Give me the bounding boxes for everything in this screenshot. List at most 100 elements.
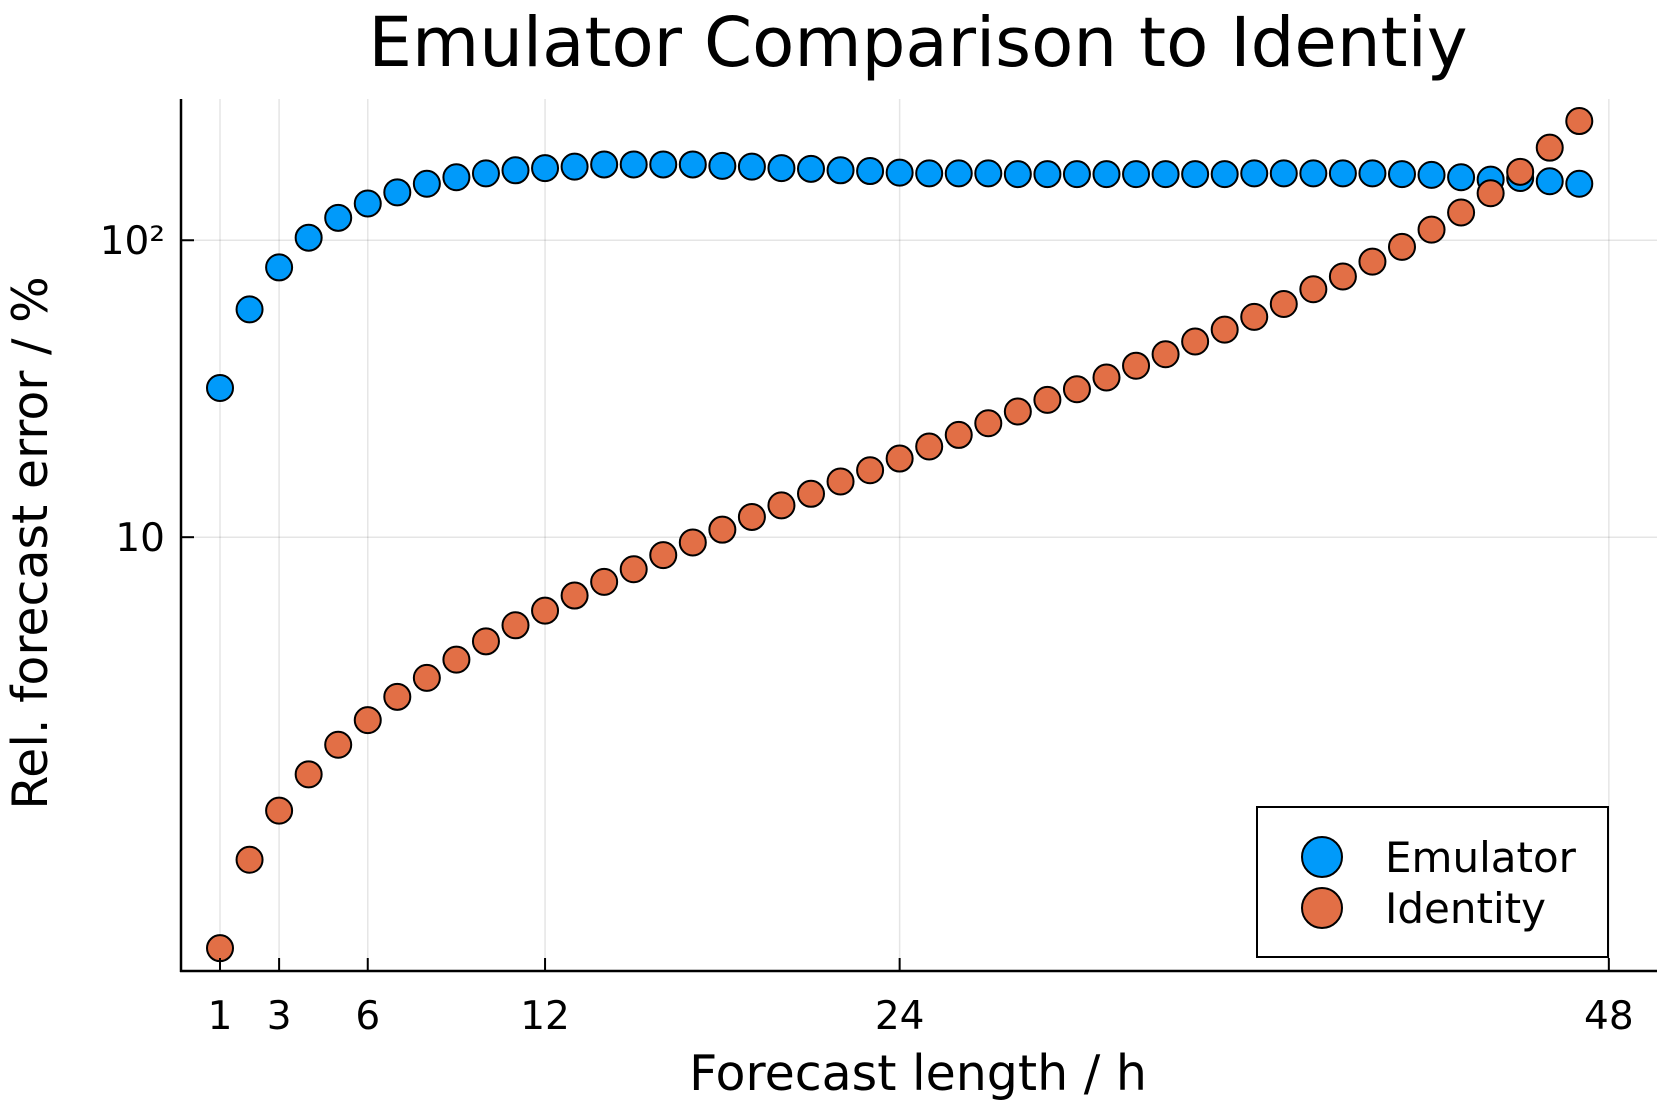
point-identity [796, 479, 825, 508]
point-emulator [737, 152, 766, 181]
point-emulator [353, 189, 382, 218]
legend-label-identity: Identity [1385, 884, 1546, 933]
point-emulator [649, 150, 678, 179]
point-emulator [560, 152, 589, 181]
point-emulator [1447, 163, 1476, 192]
point-identity [856, 456, 885, 485]
point-identity [974, 409, 1003, 438]
point-emulator [1358, 159, 1387, 188]
point-emulator [1092, 160, 1121, 189]
point-emulator [501, 156, 530, 185]
y-axis-label: Rel. forecast error / % [2, 276, 59, 809]
point-emulator [1003, 160, 1032, 189]
point-emulator [856, 157, 885, 186]
point-identity [1387, 232, 1416, 261]
legend-box [1256, 806, 1609, 958]
point-identity [1122, 351, 1151, 380]
point-identity [1269, 289, 1298, 318]
point-emulator [206, 373, 235, 402]
point-emulator [235, 295, 264, 324]
point-emulator [1210, 160, 1239, 189]
point-identity [442, 645, 471, 674]
point-identity [708, 515, 737, 544]
point-identity [767, 491, 796, 520]
point-identity [1210, 315, 1239, 344]
point-emulator [915, 159, 944, 188]
point-emulator [885, 158, 914, 187]
point-identity [1181, 327, 1210, 356]
point-identity [826, 467, 855, 496]
y-tick-label: 10 [115, 516, 165, 561]
point-identity [383, 682, 412, 711]
chart-title: Emulator Comparison to Identiy [368, 3, 1467, 83]
point-emulator [1535, 167, 1564, 196]
x-tick-label: 3 [267, 994, 292, 1039]
point-identity [560, 581, 589, 610]
ticks: 1 3 6 12 24 48 10 10² [100, 219, 1634, 1039]
point-emulator [471, 159, 500, 188]
point-identity [1033, 385, 1062, 414]
point-identity [294, 760, 323, 789]
point-emulator [826, 156, 855, 185]
point-identity [353, 706, 382, 735]
legend-marker-identity [1301, 887, 1343, 929]
point-identity [501, 611, 530, 640]
point-emulator [1151, 160, 1180, 189]
x-tick-label: 48 [1584, 994, 1634, 1039]
legend-marker-emulator [1301, 836, 1343, 878]
point-emulator [796, 154, 825, 183]
point-identity [531, 596, 560, 625]
point-emulator [678, 150, 707, 179]
x-tick-label: 1 [208, 994, 233, 1039]
point-emulator [708, 151, 737, 180]
point-identity [1565, 107, 1594, 136]
point-emulator [1269, 159, 1298, 188]
point-emulator [265, 253, 294, 282]
x-tick-label: 12 [520, 994, 570, 1039]
point-identity [265, 796, 294, 825]
point-emulator [1328, 159, 1357, 188]
point-identity [1358, 247, 1387, 276]
point-emulator [531, 154, 560, 183]
legend-label-emulator: Emulator [1385, 833, 1577, 882]
point-emulator [1387, 160, 1416, 189]
point-identity [324, 730, 353, 759]
y-tick-label: 10² [100, 219, 165, 264]
point-identity [885, 444, 914, 473]
point-identity [1447, 198, 1476, 227]
point-identity [1003, 397, 1032, 426]
point-emulator [767, 154, 796, 183]
x-tick-label: 6 [355, 994, 380, 1039]
point-identity [412, 663, 441, 692]
point-emulator [1181, 160, 1210, 189]
grid [181, 99, 1657, 971]
point-identity [678, 528, 707, 557]
point-emulator [1565, 169, 1594, 198]
point-emulator [590, 150, 619, 179]
point-emulator [1033, 160, 1062, 189]
point-identity [1506, 157, 1535, 186]
point-emulator [383, 178, 412, 207]
point-identity [590, 567, 619, 596]
point-identity [235, 845, 264, 874]
point-emulator [1240, 159, 1269, 188]
point-identity [1240, 302, 1269, 331]
point-emulator [974, 159, 1003, 188]
point-identity [737, 502, 766, 531]
point-identity [1151, 340, 1180, 369]
point-emulator [619, 150, 648, 179]
point-emulator [1062, 160, 1091, 189]
data-points [206, 107, 1594, 963]
x-tick-label: 24 [875, 994, 925, 1039]
axes [179, 99, 1657, 973]
point-identity [1535, 133, 1564, 162]
point-identity [915, 432, 944, 461]
point-identity [619, 555, 648, 584]
point-identity [1328, 262, 1357, 291]
point-emulator [412, 169, 441, 198]
point-identity [471, 627, 500, 656]
point-emulator [294, 223, 323, 252]
point-emulator [324, 203, 353, 232]
point-identity [649, 541, 678, 570]
